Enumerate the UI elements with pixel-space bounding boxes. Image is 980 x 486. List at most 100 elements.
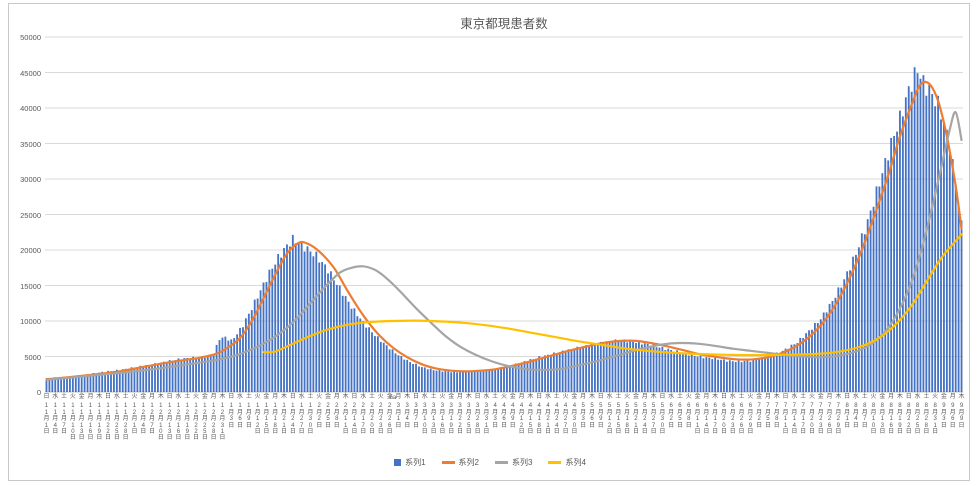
legend-item-1[interactable]: 系列1 xyxy=(394,457,426,468)
y-axis-tick-label: 15000 xyxy=(20,281,41,291)
stray-text: ha xyxy=(389,395,397,401)
y-axis-tick-label: 50000 xyxy=(20,33,41,42)
legend-bar-swatch-icon xyxy=(394,459,402,466)
legend-item-label: 系列2 xyxy=(458,458,479,467)
legend-item-label: 系列1 xyxy=(405,458,426,467)
y-axis-tick-label: 35000 xyxy=(20,139,41,149)
line-series-2 xyxy=(45,80,963,381)
y-axis-tick-label: 40000 xyxy=(20,104,41,113)
y-axis-tick-label: 25000 xyxy=(20,210,41,220)
gridlines xyxy=(45,36,963,393)
y-axis-tick-label: 0 xyxy=(36,388,41,397)
bar-series-1 xyxy=(45,67,963,393)
chart-border xyxy=(8,3,970,481)
y-axis-tick-label: 20000 xyxy=(20,246,41,255)
legend: 系列1 系列2 系列3 系列4 xyxy=(0,457,980,468)
legend-item-3[interactable]: 系列3 xyxy=(495,457,532,468)
legend-item-2[interactable]: 系列2 xyxy=(441,457,479,468)
legend-item-4[interactable]: 系列4 xyxy=(548,457,586,468)
y-axis-tick-label: 10000 xyxy=(20,317,41,326)
legend-item-label: 系列4 xyxy=(565,458,586,467)
line-series-4 xyxy=(262,233,963,357)
line-series-3 xyxy=(45,111,963,381)
y-axis-tick-label: 5000 xyxy=(24,352,41,362)
